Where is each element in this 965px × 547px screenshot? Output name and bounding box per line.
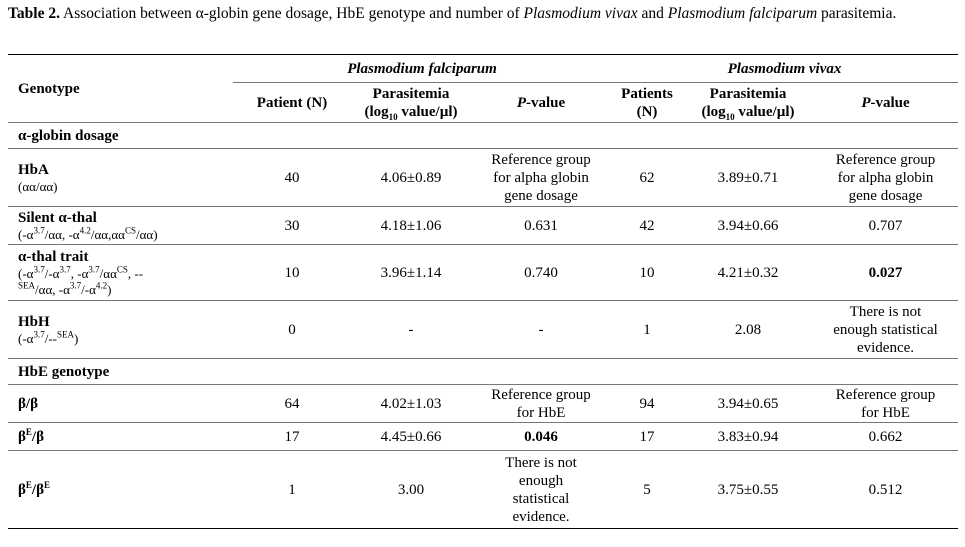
pv-parasitemia: 4.21±0.32 [717,264,779,281]
pv-pvalue: Reference group for HbE [835,386,936,421]
pv-parasitemia: 3.83±0.94 [717,428,779,445]
header-pf-pvalue: P-value [471,82,611,123]
pf-pvalue: Reference group for HbE [491,386,591,421]
table-row: β/β 64 4.02±1.03 Reference group for HbE … [8,384,958,423]
pf-parasitemia: 4.18±1.06 [380,217,442,234]
pv-pvalue: There is not enough statistical evidence. [833,303,938,356]
pv-patient-count: 5 [643,481,651,498]
pv-patient-count: 62 [639,169,655,186]
header-pf-patients: Patient (N) [233,82,351,123]
pv-parasitemia: 3.94±0.65 [717,395,779,412]
genotype-cell: Silent α-thal (-α3.7/αα, -α4.2/αα,ααCS/α… [8,207,233,245]
pf-parasitemia: 4.45±0.66 [380,428,442,445]
pv-patient-count: 42 [639,217,655,234]
genotype-formula: (αα/αα) [18,178,58,194]
caption-species-vivax: Plasmodium vivax [523,5,638,22]
pv-pvalue: Reference group for alpha globin gene dosa… [835,151,936,204]
pf-parasitemia: 4.02±1.03 [380,395,442,412]
pv-patient-count: 10 [639,264,655,281]
genotype-cell: α-thal trait (-α3.7/-α3.7, -α3.7/ααCS, -… [8,245,233,301]
pv-pvalue: 0.027 [868,264,903,281]
pf-patient-count: 17 [284,428,300,445]
pf-parasitemia: - [408,321,414,338]
pf-pvalue: Reference group for alpha globin gene dosa… [491,151,591,204]
pf-patient-count: 40 [284,169,300,186]
pv-pvalue: 0.707 [868,217,903,234]
table-row: βE/β 17 4.45±0.66 0.046 17 3.83±0.94 0.6… [8,422,958,451]
header-pv-patients: Patients (N) [611,82,683,123]
genotype-name: βE/β [18,426,44,445]
results-table: Genotype Plasmodium falciparum Plasmodiu… [8,54,958,529]
pv-parasitemia: 3.94±0.66 [717,217,779,234]
genotype-name: βE/βE [18,479,51,498]
pv-pvalue: 0.662 [868,428,903,445]
pf-parasitemia: 3.96±1.14 [380,264,442,281]
caption-text: parasitemia. [821,5,897,22]
caption-text: Association between α-globin gene dosage… [63,5,520,22]
header-pf-parasitemia: Parasitemia (log10 value/µl) [351,82,471,123]
genotype-formula: (-α3.7/-α3.7, -α3.7/ααCS, -- SEA/αα, -α3.… [18,264,144,297]
header-pv-parasitemia: Parasitemia (log10 value/µl) [683,82,813,123]
pv-patient-count: 1 [643,321,651,338]
pf-pvalue: 0.740 [524,264,558,281]
caption-text: and [641,5,664,22]
genotype-name: Silent α-thal [18,209,97,226]
section-alpha-globin: α-globin dosage [8,122,958,149]
pv-patient-count: 94 [639,395,655,412]
pv-parasitemia: 3.75±0.55 [717,481,779,498]
pf-pvalue: - [538,321,544,338]
pf-patient-count: 0 [288,321,296,338]
section-hbe-genotype: HbE genotype [8,358,958,385]
pf-pvalue: 0.046 [524,428,558,445]
genotype-formula: (-α3.7/--SEA) [18,329,79,346]
pv-pvalue: 0.512 [868,481,903,498]
pf-parasitemia: 3.00 [397,481,425,498]
header-vivax: Plasmodium vivax [727,60,842,77]
header-genotype: Genotype [18,80,80,97]
table-row: HbA (αα/αα) 40 4.06±0.89 Reference group… [8,148,958,207]
section-label: HbE genotype [18,363,110,380]
table-row: α-thal trait (-α3.7/-α3.7, -α3.7/ααCS, -… [8,244,958,301]
genotype-name: HbA [18,161,49,178]
pf-parasitemia: 4.06±0.89 [380,169,442,186]
caption-species-falciparum: Plasmodium falciparum [667,5,818,22]
pf-pvalue: There is not enough statistical evidence. [505,454,577,525]
genotype-cell: HbH (-α3.7/--SEA) [8,301,233,359]
header-pv-pvalue: P-value [813,82,958,123]
genotype-name: α-thal trait [18,248,89,265]
pf-patient-count: 64 [284,395,300,412]
table-label: Table 2. [8,5,60,22]
pf-patient-count: 1 [288,481,296,498]
pv-parasitemia: 3.89±0.71 [717,169,779,186]
table-caption: Table 2. Association between α-globin ge… [8,4,958,24]
pv-patient-count: 17 [639,428,655,445]
header-falciparum: Plasmodium falciparum [347,60,497,77]
genotype-name: β/β [18,395,38,412]
genotype-formula: (-α3.7/αα, -α4.2/αα,ααCS/αα) [18,225,158,242]
section-label: α-globin dosage [18,127,119,144]
pv-parasitemia: 2.08 [734,321,762,338]
genotype-name: HbH [18,313,50,330]
genotype-cell: HbA (αα/αα) [8,149,233,207]
table-row: HbH (-α3.7/--SEA) 0 - - 1 2.08 There is … [8,300,958,359]
table-row: Silent α-thal (-α3.7/αα, -α4.2/αα,ααCS/α… [8,206,958,245]
pf-patient-count: 30 [284,217,300,234]
pf-pvalue: 0.631 [524,217,558,234]
pf-patient-count: 10 [284,264,300,281]
table-row: βE/βE 1 3.00 There is not enough statistic… [8,450,958,529]
